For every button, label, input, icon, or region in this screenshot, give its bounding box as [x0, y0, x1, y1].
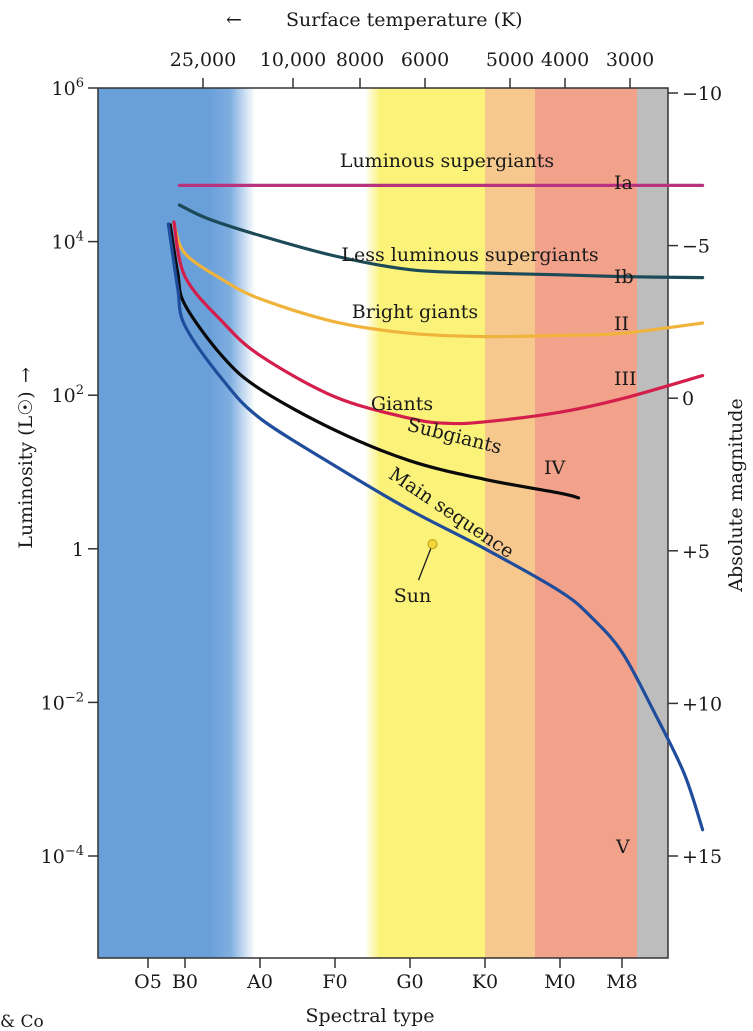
series-label-less-luminous-supergiants: Less luminous supergiants	[341, 244, 598, 266]
band-white-yellow-gradient	[365, 88, 380, 958]
class-label-ib: Ib	[614, 266, 634, 288]
band-orange	[485, 88, 535, 958]
y2-tick-label: 0	[682, 388, 694, 410]
y-axis-title: Luminosity (L☉)	[15, 391, 37, 548]
y2-tick-label: −10	[682, 83, 722, 105]
x-tick-label: B0	[172, 971, 198, 993]
y-tick-label: 10−4	[41, 844, 84, 868]
top-tick-label: 25,000	[170, 49, 236, 71]
series-label-giants: Giants	[371, 393, 433, 415]
sun-label: Sun	[394, 585, 432, 607]
top-axis-title-arrow: ←	[226, 9, 242, 31]
series-label-luminous-supergiants: Luminous supergiants	[340, 150, 554, 172]
top-tick-label: 4000	[541, 49, 589, 71]
band-blue	[98, 88, 218, 958]
series-label-bright-giants: Bright giants	[352, 301, 478, 323]
series-line-bright-giants	[172, 222, 705, 339]
series-line-main-sequence	[166, 222, 705, 832]
series-line-less-luminous-supergiants	[177, 203, 705, 280]
x-tick-label: M8	[606, 971, 638, 993]
series-line-giants	[172, 220, 705, 426]
sun-marker	[427, 539, 438, 550]
class-label-v: V	[615, 836, 630, 858]
series-layer	[166, 183, 705, 832]
top-axis-title: Surface temperature (K)	[286, 9, 523, 31]
sun-leader-line	[417, 543, 434, 581]
publisher-fragment: & Co	[0, 1012, 44, 1031]
x-tick-label: O5	[134, 971, 162, 993]
y-tick-label: 102	[52, 383, 84, 407]
y-tick-label: 10−2	[41, 690, 84, 714]
top-tick-label: 5000	[486, 49, 534, 71]
top-tick-label: 10,000	[260, 49, 326, 71]
top-tick-label: 8000	[336, 49, 384, 71]
top-tick-label: 3000	[606, 49, 654, 71]
y-tick-label: 104	[52, 230, 84, 254]
class-label-ii: II	[614, 313, 629, 335]
x-tick-label: M0	[544, 971, 576, 993]
y-tick-label: 106	[52, 76, 84, 100]
band-red	[535, 88, 637, 958]
band-white	[255, 88, 365, 958]
x-tick-label: G0	[396, 971, 423, 993]
y2-tick-label: +10	[682, 693, 722, 715]
band-blue-white-gradient	[210, 88, 255, 958]
y-axis-arrow: →	[15, 367, 37, 383]
class-label-ia: Ia	[614, 172, 633, 194]
spectral-color-bands	[98, 88, 668, 958]
plot-border	[97, 87, 669, 959]
y2-tick-label: +5	[682, 541, 710, 563]
plot-frame: 106 104 102 1 10−2 10−4 −10 −5 0 +5 +10 +15 O5 B0 A0 F0…	[41, 49, 722, 993]
x-tick-label: K0	[472, 971, 498, 993]
class-label-iv: IV	[544, 457, 566, 479]
x-axis-title: Spectral type	[305, 1005, 434, 1027]
class-label-iii: III	[614, 368, 637, 390]
band-gray	[637, 88, 668, 958]
x-tick-label: F0	[322, 971, 347, 993]
series-line-subgiants	[168, 223, 581, 500]
y2-tick-label: +15	[682, 846, 722, 868]
y-tick-label: 1	[72, 539, 84, 561]
top-tick-label: 6000	[401, 49, 449, 71]
x-tick-label: A0	[246, 971, 273, 993]
y2-axis-title: Absolute magnitude	[725, 398, 747, 592]
y2-tick-label: −5	[682, 236, 710, 258]
